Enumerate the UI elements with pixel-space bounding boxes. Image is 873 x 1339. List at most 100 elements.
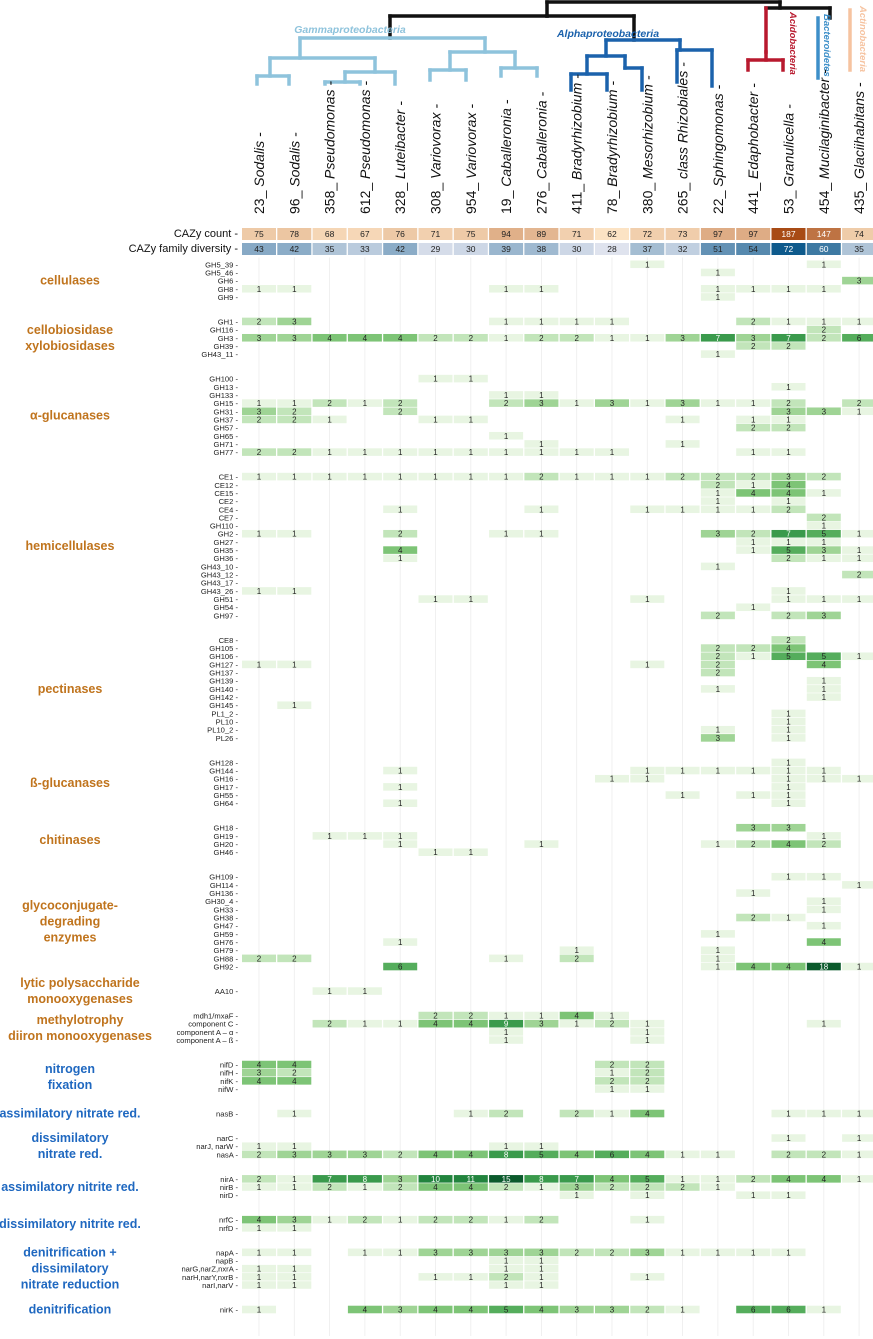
cell-value: 1 [610, 473, 615, 482]
row-label: GH17 - [214, 783, 239, 792]
summary-cell [771, 228, 806, 240]
cell-value: 1 [292, 530, 297, 539]
category-label: dissimilatory nitrate red. [31, 1131, 108, 1161]
cell-value: 1 [822, 538, 827, 547]
heatmap-cell [771, 913, 806, 922]
summary-value: 37 [643, 244, 653, 254]
heatmap-cell [277, 660, 312, 669]
cell-value: 1 [292, 399, 297, 408]
summary-cell [453, 243, 488, 255]
heatmap-cell [771, 644, 806, 652]
taxon-label: 454_ Mucilaginibacter - [816, 69, 832, 214]
heatmap-cell [383, 1150, 418, 1159]
cell-value: 1 [857, 530, 862, 539]
cell-value: 1 [257, 1142, 262, 1151]
summary-value: 35 [325, 244, 335, 254]
heatmap-cell [347, 448, 382, 456]
cell-value: 1 [822, 489, 827, 498]
summary-cell [595, 228, 629, 240]
heatmap-cell [312, 472, 347, 481]
heatmap-cell [277, 1273, 312, 1281]
heatmap-cell [736, 1191, 771, 1199]
heatmap-cell [700, 685, 735, 693]
cell-value: 1 [539, 1012, 544, 1021]
heatmap-cell [277, 1281, 312, 1289]
heatmap-cell [559, 946, 594, 954]
cell-value: 2 [257, 317, 262, 326]
heatmap-cell [595, 1183, 629, 1191]
cell-value: 2 [751, 840, 756, 849]
cell-value: 1 [786, 1134, 791, 1143]
row-label: PL1_2 - [211, 709, 238, 718]
heatmap-cell [771, 799, 806, 808]
heatmap-cell [700, 668, 735, 677]
summary-value: 62 [607, 229, 617, 239]
heatmap-cell [630, 660, 665, 669]
cell-value: 1 [398, 938, 403, 947]
heatmap-cell [453, 1248, 488, 1257]
heatmap-cell [418, 472, 453, 481]
cell-value: 2 [257, 415, 262, 424]
heatmap-cell [559, 1305, 594, 1314]
heatmap-cell [524, 317, 559, 326]
heatmap-cell [771, 774, 806, 783]
summary-cell [806, 228, 841, 240]
cell-value: 1 [433, 448, 438, 457]
cell-value: 1 [327, 415, 332, 424]
heatmap-cell [771, 497, 806, 505]
cell-value: 3 [822, 546, 827, 555]
heatmap-cell [559, 1248, 594, 1257]
heatmap-cell [806, 962, 841, 971]
row-label: narG,narZ,nxrA - [181, 1265, 238, 1274]
heatmap-cell [453, 1183, 488, 1191]
cell-value: 1 [786, 914, 791, 923]
heatmap-cell [771, 717, 806, 726]
heatmap-cell [771, 791, 806, 799]
summary-cell [383, 243, 418, 255]
cell-value: 6 [751, 1306, 756, 1315]
cell-value: 1 [645, 1216, 650, 1225]
category-label: denitrification + dissimilatory nitrate re… [21, 1246, 120, 1292]
category-label: dissimilatory nitrite red. [0, 1217, 141, 1231]
cell-value: 1 [433, 848, 438, 857]
cell-value: 1 [857, 1134, 862, 1143]
cell-value: 1 [610, 317, 615, 326]
heatmap-cell [665, 505, 700, 514]
heatmap-cell [806, 1150, 841, 1159]
heatmap-cell [736, 448, 771, 456]
cell-value: 1 [680, 415, 685, 424]
heatmap-cell [842, 652, 873, 661]
category-label: ß-glucanases [30, 776, 110, 790]
cell-value: 3 [292, 1150, 297, 1159]
cell-value: 1 [504, 530, 509, 539]
row-label: GH71 - [214, 440, 239, 449]
heatmap-cell [242, 407, 276, 416]
row-label: GH116 - [210, 326, 239, 335]
cell-value: 6 [398, 963, 403, 972]
cell-value: 1 [398, 840, 403, 849]
cell-value: 2 [680, 473, 685, 482]
heatmap-cell [806, 897, 841, 905]
heatmap-cell [806, 921, 841, 930]
cell-value: 1 [751, 415, 756, 424]
cell-value: 2 [716, 652, 721, 661]
cell-value: 2 [504, 399, 509, 408]
heatmap-cell [736, 603, 771, 612]
heatmap-cell [842, 317, 873, 326]
cell-value: 1 [363, 832, 368, 841]
cell-value: 2 [716, 481, 721, 490]
heatmap-cell [806, 1019, 841, 1028]
heatmap-cell [559, 954, 594, 963]
cell-value: 1 [751, 546, 756, 555]
summary-value: 43 [254, 244, 264, 254]
cell-value: 3 [786, 824, 791, 833]
cell-value: 1 [645, 1191, 650, 1200]
heatmap-cell [453, 848, 488, 856]
heatmap-cell [383, 546, 418, 554]
heatmap-cell [806, 766, 841, 775]
heatmap-cell [771, 342, 806, 350]
cell-value: 2 [680, 1183, 685, 1192]
summary-cell [630, 243, 665, 255]
heatmap-cell [559, 1150, 594, 1159]
heatmap-cell [771, 399, 806, 407]
